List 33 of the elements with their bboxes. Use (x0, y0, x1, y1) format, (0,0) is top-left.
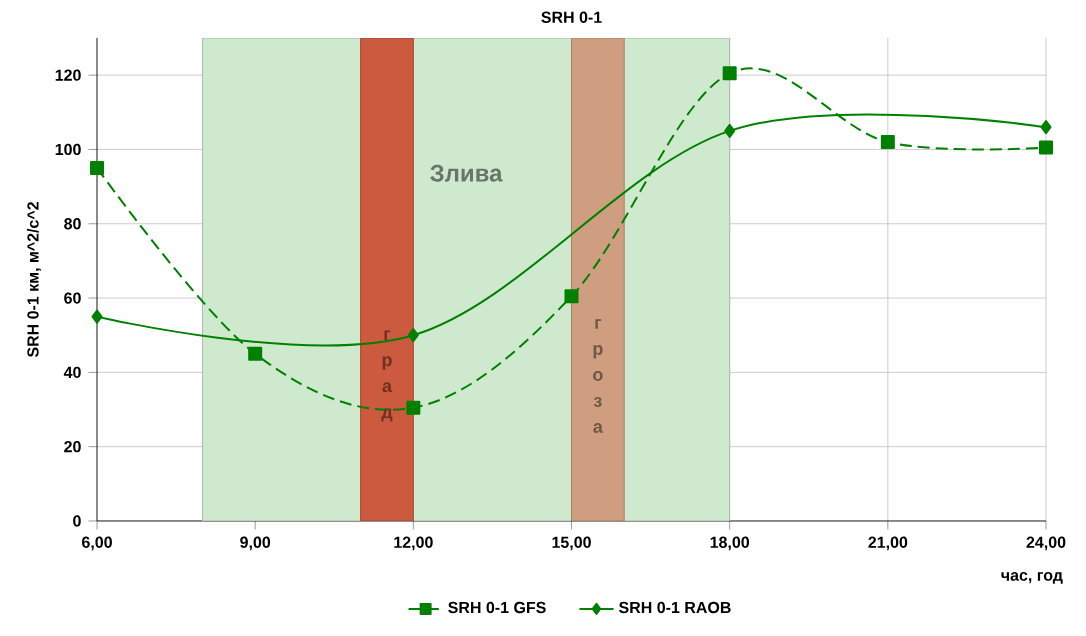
legend-label: SRH 0-1 RAOB (619, 601, 731, 614)
point (1039, 140, 1053, 155)
y-tick-label: 120 (55, 69, 81, 81)
point (722, 66, 737, 81)
point (90, 161, 105, 176)
legend-label: SRH 0-1 GFS (448, 601, 546, 614)
y-tick-label: 100 (55, 143, 81, 156)
chart-title: SRH 0-1 (541, 11, 602, 23)
y-tick-label: 40 (63, 366, 81, 379)
x-tick-label: 18,00 (710, 536, 750, 551)
point (248, 346, 263, 361)
x-tick-label: 6,00 (82, 536, 112, 551)
point (724, 123, 736, 138)
point (406, 400, 421, 415)
x-axis-title: час, год (1001, 572, 1063, 584)
x-tick-label: 12,00 (394, 536, 433, 551)
band-label: г р о з а (593, 319, 603, 433)
band-label: Злива (430, 164, 503, 182)
x-tick-label: 9,00 (240, 536, 271, 551)
point (880, 135, 895, 150)
x-tick-label: 24,00 (1026, 536, 1066, 551)
y-tick-label: 80 (64, 218, 81, 230)
point (1040, 120, 1052, 135)
y-tick-label: 20 (64, 441, 81, 453)
point (91, 309, 103, 324)
point (564, 289, 579, 304)
band-label: г р а д (381, 330, 393, 422)
x-tick-label: 21,00 (868, 536, 908, 551)
x-tick-label: 15,00 (552, 536, 591, 551)
y-tick-label: 60 (64, 292, 81, 304)
point (407, 328, 419, 343)
y-tick-label: 0 (73, 515, 81, 527)
y-axis-title: SRH 0-1 км, м^2/с^2 (26, 202, 41, 358)
